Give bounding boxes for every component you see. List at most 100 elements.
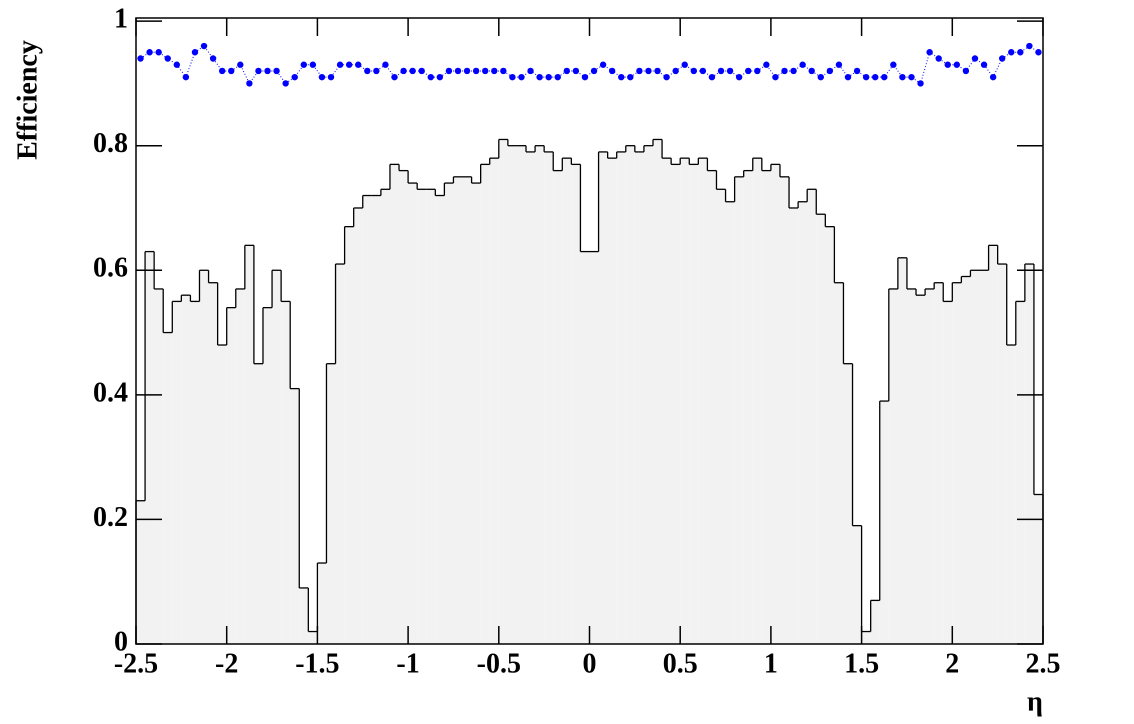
marker — [926, 49, 933, 56]
marker — [599, 61, 607, 68]
marker — [527, 67, 534, 75]
bar-fill — [163, 332, 173, 644]
marker — [291, 73, 298, 81]
bar-fill — [671, 164, 681, 644]
bar-fill — [734, 176, 744, 644]
bar-fill — [480, 164, 490, 644]
marker — [745, 67, 752, 75]
marker — [491, 67, 498, 75]
marker — [300, 61, 307, 68]
bar-fill — [1006, 345, 1016, 644]
marker — [681, 61, 688, 68]
bar-fill — [916, 295, 926, 644]
marker — [717, 67, 725, 75]
bar-fill — [807, 189, 817, 645]
bar-fill — [326, 363, 336, 644]
marker — [255, 67, 262, 75]
marker — [563, 67, 571, 75]
marker — [454, 67, 462, 75]
marker — [862, 73, 870, 81]
marker — [228, 67, 235, 75]
marker — [327, 73, 335, 81]
bar-fill — [290, 388, 300, 644]
x-tick-label: 0 — [583, 648, 597, 679]
bar-fill — [725, 201, 735, 644]
marker — [500, 67, 507, 75]
bar-fill — [426, 189, 436, 645]
bar-fill — [399, 170, 409, 644]
bar-fill — [535, 145, 545, 645]
marker — [209, 55, 217, 62]
bar-fill — [299, 587, 309, 644]
bar-fill — [145, 251, 155, 644]
bar-fill — [453, 176, 463, 644]
marker — [890, 61, 897, 68]
marker — [781, 67, 788, 75]
marker — [200, 42, 208, 50]
bar-fill — [262, 307, 273, 644]
marker — [191, 49, 199, 56]
x-tick-label: 1.5 — [844, 648, 879, 679]
bar-fill — [516, 145, 527, 645]
marker — [282, 80, 289, 87]
bar-fill — [961, 276, 971, 644]
bar-fill — [562, 158, 572, 645]
bar-fill — [244, 245, 254, 644]
bar-fill — [1015, 301, 1025, 644]
marker — [608, 67, 616, 75]
bar-fill — [190, 301, 200, 644]
y-tick-label: 0.2 — [93, 502, 128, 533]
marker — [182, 73, 190, 81]
bar-fill — [897, 257, 907, 644]
marker — [391, 73, 398, 81]
marker — [137, 55, 144, 62]
x-tick-label: 2.5 — [1026, 648, 1061, 679]
bar-fill — [571, 164, 581, 644]
bar-fill — [752, 158, 762, 645]
bar-fill — [789, 207, 799, 644]
bar-fill — [906, 288, 917, 644]
marker — [826, 67, 834, 75]
bar-fill — [662, 158, 672, 645]
marker — [1008, 49, 1015, 56]
marker — [654, 67, 661, 75]
bar-fill — [408, 183, 418, 644]
bar-fill — [870, 600, 880, 644]
y-axis-label: Efficiency — [12, 40, 43, 160]
marker — [481, 67, 489, 75]
marker — [808, 67, 815, 75]
bar-fill — [879, 401, 889, 644]
marker — [345, 61, 353, 68]
marker — [418, 67, 425, 75]
bar-fill — [825, 226, 835, 644]
marker — [699, 67, 707, 75]
marker — [962, 67, 970, 75]
bar-fill — [489, 158, 499, 645]
marker — [436, 73, 444, 81]
y-tick-label: 0.6 — [93, 253, 128, 284]
bar-fill — [335, 264, 345, 644]
marker — [536, 73, 543, 81]
marker — [817, 73, 824, 81]
marker — [155, 49, 162, 56]
marker — [763, 61, 770, 68]
bar-fill — [389, 164, 400, 644]
x-tick-label: 0.5 — [663, 648, 698, 679]
marker — [581, 73, 589, 81]
marker — [554, 73, 561, 81]
bar-fill — [761, 170, 771, 644]
marker — [427, 73, 434, 81]
bar-fill — [707, 170, 717, 644]
bar-fill — [226, 307, 236, 644]
marker — [218, 67, 226, 75]
bar-fill — [943, 301, 953, 644]
marker — [799, 61, 806, 68]
marker — [246, 80, 253, 87]
bar-fill — [834, 282, 844, 644]
bar-fill — [435, 195, 445, 644]
marker — [971, 55, 979, 62]
marker — [917, 80, 924, 87]
bar-fill — [362, 195, 372, 644]
marker — [636, 67, 643, 75]
y-tick-label: 0.4 — [93, 377, 128, 408]
